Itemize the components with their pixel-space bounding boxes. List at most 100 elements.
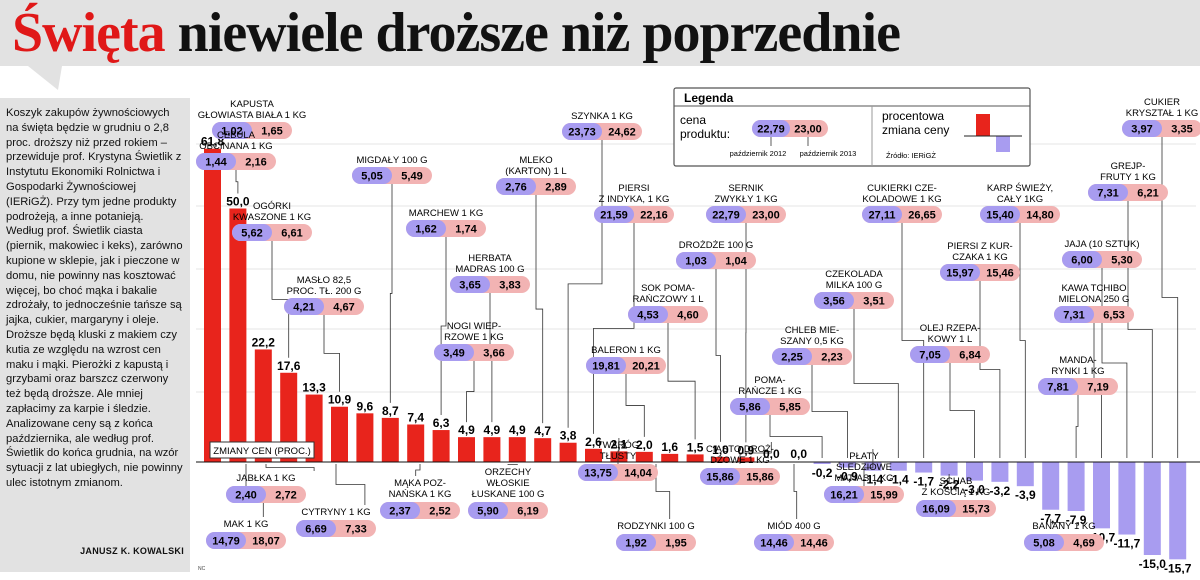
old-price-pill [226,486,266,503]
old-price: 2,37 [389,506,410,518]
old-price: 7,05 [919,350,940,362]
bar [839,462,856,468]
new-price: 2,16 [245,157,266,169]
new-price: 2,23 [821,352,842,364]
legend-new-value: 23,00 [794,124,822,136]
leader-line [507,464,518,465]
product-name: MADRAS 100 G [455,264,524,275]
bar-value-label: -3,0 [964,483,985,497]
legend-old-pill [752,120,790,137]
page-title: Święta niewiele droższe niż poprzednie [12,0,901,66]
product-name: WŁOSKIE [486,478,529,489]
old-price-pill [1088,184,1128,201]
old-price-pill [578,464,618,481]
product-name: KARP ŚWIEŻY, [987,182,1053,194]
new-price: 3,51 [863,296,884,308]
old-price-pill [406,220,446,237]
product-name: Z KOŚCIĄ 1 KG [922,486,991,498]
old-price: 1,44 [205,157,227,169]
leader-line [1050,519,1065,526]
old-price: 14,79 [212,536,240,548]
old-price: 5,90 [477,506,498,518]
product-name: CAŁY 1KG [997,194,1043,205]
leader-line [235,170,239,194]
bar [458,437,475,462]
bar-value-label: 4,9 [509,423,526,437]
legend-oct2012: październik 2012 [730,149,787,158]
bar-value-label: 1,5 [687,440,704,454]
article-panel [0,98,190,572]
new-price: 14,04 [624,468,652,480]
product-name: DROŻDŻE 100 G [679,240,753,251]
product-name: BALERON 1 KG [591,345,661,356]
new-price: 3,83 [499,280,520,292]
product-name: PIERSI [618,183,649,194]
bar-value-label: 2,6 [585,435,602,449]
product-name: POMA- [754,375,785,386]
bar-value-label: 6,3 [433,416,450,430]
new-price: 23,00 [752,210,780,222]
old-price-pill [676,252,716,269]
product-name: MILKA 100 G [826,280,883,291]
product-name: CZEKOLADA [825,269,883,280]
bar-value-label: 7,4 [407,410,424,424]
legend-oct2013: październik 2013 [800,149,857,158]
bar-value-label: -1,4 [888,473,909,487]
bar-value-label: -7,7 [1040,512,1061,526]
new-price: 5,85 [779,402,800,414]
old-price: 6,00 [1071,255,1092,267]
product-name: CHLEB MIE- [785,325,839,336]
bar-value-label: 8,7 [382,404,399,418]
old-price: 7,31 [1063,310,1084,322]
bar-value-label: 1,6 [661,440,678,454]
product-name: MAK 1 KG [224,519,269,530]
product-name: OLEJ RZEPA- [920,323,981,334]
product-name: CUKIERKI CZE- [867,183,937,194]
old-price-pill [1054,306,1094,323]
old-price-pill [824,486,864,503]
product-name: RYNKI 1 KG [1051,366,1104,377]
product-name: JAJA (10 SZTUK) [1065,239,1140,250]
bar [1067,462,1085,511]
legend-change-label: procentowa [882,109,944,123]
product-name: KAWA TCHIBO [1061,283,1126,294]
bar [1016,462,1034,487]
old-price-pill [380,502,420,519]
bar [1169,462,1187,560]
bar-value-label: -15,0 [1139,557,1167,571]
old-price-pill [450,276,490,293]
bar-value-label: 0,9 [738,443,755,457]
bar [1042,462,1060,510]
old-price-pill [706,206,746,223]
leader-line [323,315,340,392]
product-name: MANDA- [1059,355,1096,366]
product-name: RODZYNKI 100 G [617,521,695,532]
leader-line [811,365,848,458]
legend-old-value: 22,79 [757,124,785,136]
product-name: MLEKO [519,155,552,166]
product-name: SZYNKA 1 KG [571,111,633,122]
new-price: 15,46 [986,268,1014,280]
bar-value-label: 17,6 [277,359,301,373]
bar-value-label: -0,2 [812,466,833,480]
product-name: JABŁKA 1 KG [236,473,295,484]
bar-value-label: 0,0 [763,447,780,461]
product-name: MATIAS 1 KG [835,473,894,484]
legend-title: Legenda [684,91,734,105]
old-price: 27,11 [869,210,896,222]
new-price: 1,74 [455,224,477,236]
new-price: 26,65 [908,210,936,222]
product-name: PIERSI Z KUR- [947,241,1012,252]
bar-value-label: 4,9 [484,423,501,437]
bar-value-label: 3,8 [560,429,577,443]
bar [889,462,907,471]
product-name: GŁOWIASTA BIAŁA 1 KG [198,110,307,121]
old-price: 2,25 [781,352,802,364]
old-price: 5,86 [739,402,760,414]
product-name: ORZECHY [485,467,532,478]
new-price: 7,19 [1087,382,1108,394]
bar-value-label: -3,2 [990,484,1011,498]
new-price: 7,33 [345,524,366,536]
price-change-chart: 61,850,022,217,613,310,9 9,6 8,7 7,4 6,34,9 4… [196,87,1200,574]
